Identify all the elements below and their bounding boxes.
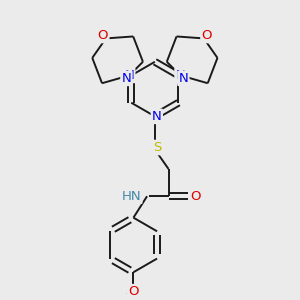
Text: N: N bbox=[152, 110, 162, 123]
Text: N: N bbox=[176, 69, 185, 82]
Text: N: N bbox=[178, 72, 188, 85]
Text: N: N bbox=[122, 72, 131, 85]
Text: HN: HN bbox=[122, 190, 141, 203]
Text: O: O bbox=[202, 29, 212, 42]
Text: O: O bbox=[128, 285, 139, 298]
Text: S: S bbox=[153, 141, 161, 154]
Text: O: O bbox=[98, 29, 108, 42]
Text: O: O bbox=[190, 190, 201, 203]
Text: N: N bbox=[124, 69, 134, 82]
